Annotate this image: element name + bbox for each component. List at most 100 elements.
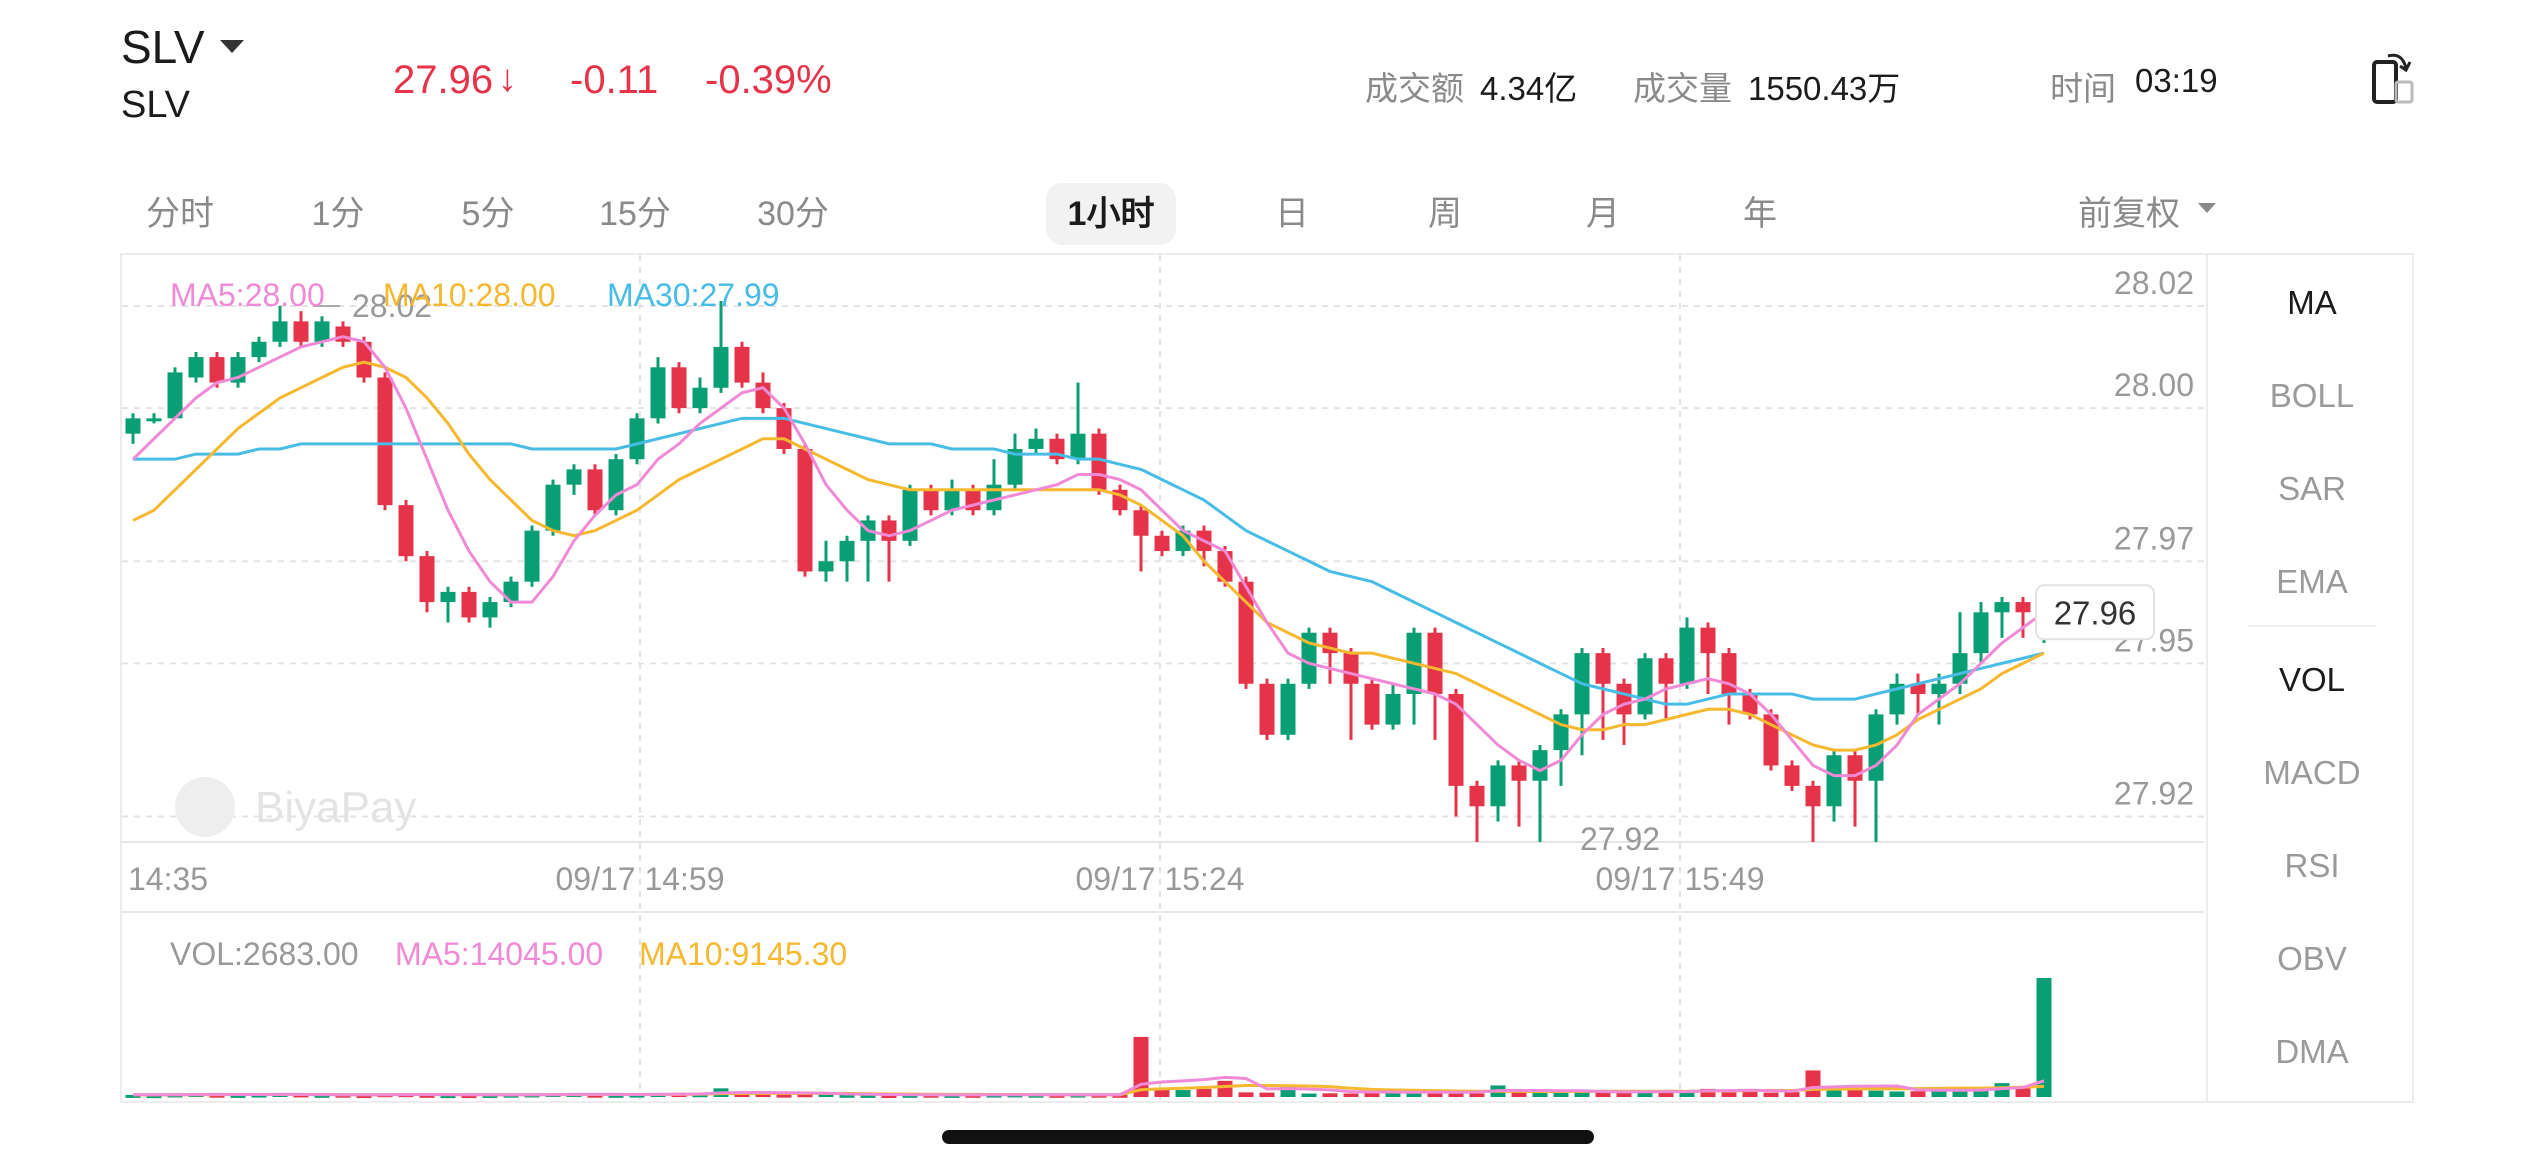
candle-body	[1343, 653, 1359, 684]
indicator-divider	[2248, 625, 2376, 627]
tab-3[interactable]: 15分	[599, 195, 671, 233]
symbol-dropdown-icon[interactable]	[220, 40, 244, 53]
candle-body	[2015, 602, 2031, 613]
candle-body	[356, 341, 372, 378]
last-price: 27.96	[393, 58, 494, 102]
indicator-obv[interactable]: OBV	[2277, 940, 2347, 977]
candle-body	[545, 484, 561, 531]
volume-bar	[1448, 1092, 1464, 1097]
candle-body	[1154, 535, 1170, 552]
tab-6[interactable]: 日	[1275, 195, 1309, 233]
candle-body	[1868, 714, 1884, 781]
candle-body	[944, 489, 960, 511]
indicator-vol[interactable]: VOL	[2278, 661, 2346, 698]
volume-bar	[1700, 1088, 1716, 1097]
volume-bar	[839, 1094, 855, 1098]
volume-bar	[944, 1094, 960, 1098]
volume-bar	[1427, 1091, 1443, 1097]
price-adjust-dropdown[interactable]: 前复权	[2078, 195, 2180, 233]
volume-bar	[1847, 1090, 1863, 1097]
ma-legend: MA30:27.99	[607, 277, 780, 313]
volume-bar	[1574, 1092, 1590, 1097]
candle-body	[881, 520, 897, 541]
volume-bar	[440, 1095, 456, 1099]
candle-body	[1931, 683, 1947, 694]
indicator-ma[interactable]: MA	[2287, 284, 2337, 321]
volume-bar	[1658, 1092, 1674, 1097]
volume-bar	[818, 1093, 834, 1097]
candle-body	[1532, 750, 1548, 781]
candle-body	[650, 367, 666, 419]
indicator-ema[interactable]: EMA	[2276, 563, 2348, 600]
volume-bar	[797, 1094, 813, 1098]
tab-2[interactable]: 5分	[461, 195, 515, 233]
adjust-caret-icon[interactable]	[2198, 203, 2216, 213]
candle-body	[272, 321, 288, 342]
volume-bar	[2036, 978, 2052, 1097]
volume-bar	[902, 1094, 918, 1098]
tab-8[interactable]: 月	[1586, 195, 1620, 233]
high-marker-label: 28.02	[352, 288, 432, 324]
indicator-sar[interactable]: SAR	[2278, 470, 2346, 507]
volume-bar	[1301, 1093, 1317, 1097]
tab-5[interactable]: 1小时	[1046, 183, 1176, 245]
volume-bar	[1049, 1094, 1065, 1098]
low-marker-label: 27.92	[1580, 821, 1660, 857]
volume-bar	[1217, 1080, 1233, 1097]
x-tick-label: 09/17 15:49	[1595, 861, 1764, 897]
indicator-rsi[interactable]: RSI	[2284, 847, 2340, 884]
volume-bar	[1931, 1089, 1947, 1097]
candle-body	[818, 561, 834, 572]
symbol-title[interactable]: SLV	[121, 21, 205, 73]
tab-1[interactable]: 1分	[311, 195, 365, 233]
candle-body	[566, 469, 582, 485]
indicator-dma[interactable]: DMA	[2275, 1033, 2349, 1070]
indicator-macd[interactable]: MACD	[2263, 754, 2361, 791]
candle-body	[1658, 658, 1674, 684]
volume-bar	[230, 1094, 246, 1098]
volume-bar	[1679, 1092, 1695, 1097]
tab-7[interactable]: 周	[1428, 195, 1462, 233]
candle-body	[1175, 530, 1191, 552]
candle-body	[440, 591, 456, 603]
candle-body	[734, 346, 750, 383]
ma10-line	[132, 360, 2045, 752]
volume-bar	[1343, 1093, 1359, 1097]
time-label: 时间	[2050, 70, 2116, 107]
candle-body	[146, 418, 162, 422]
volume-bar	[1133, 1036, 1149, 1097]
volume-bar	[1763, 1092, 1779, 1097]
volume-bar	[1616, 1091, 1632, 1097]
candle-body	[1679, 627, 1695, 684]
rotate-screen-icon[interactable]	[2370, 48, 2416, 108]
volume-bar	[1826, 1087, 1842, 1097]
candle-body	[1553, 714, 1569, 751]
volume-bar	[629, 1094, 645, 1098]
volume-bar	[2015, 1086, 2031, 1097]
candle-body	[1280, 683, 1296, 735]
indicator-boll[interactable]: BOLL	[2269, 377, 2355, 414]
tab-4[interactable]: 30分	[757, 195, 829, 233]
volume-bar	[1385, 1091, 1401, 1097]
candle-body	[1028, 438, 1044, 449]
volume-bar	[776, 1094, 792, 1098]
volume-bar	[1259, 1092, 1275, 1097]
candle-body	[1889, 683, 1905, 715]
volume-bar	[419, 1094, 435, 1098]
tab-9[interactable]: 年	[1743, 195, 1777, 233]
tab-0[interactable]: 分时	[146, 195, 214, 233]
candle-body	[692, 387, 708, 409]
volume-bar	[1406, 1092, 1422, 1097]
x-tick-label: 09/17 14:59	[555, 861, 724, 897]
volume-bar	[881, 1095, 897, 1099]
last-price-label: 27.96	[2054, 594, 2137, 631]
volume-bar	[1322, 1093, 1338, 1097]
y-tick-label: 28.02	[2114, 265, 2194, 301]
home-indicator[interactable]	[942, 1130, 1594, 1144]
candle-body	[1007, 448, 1023, 485]
volume-bar	[755, 1093, 771, 1097]
volume-bar	[1952, 1090, 1968, 1097]
candle-body	[629, 418, 645, 460]
candle-body	[1700, 627, 1716, 654]
